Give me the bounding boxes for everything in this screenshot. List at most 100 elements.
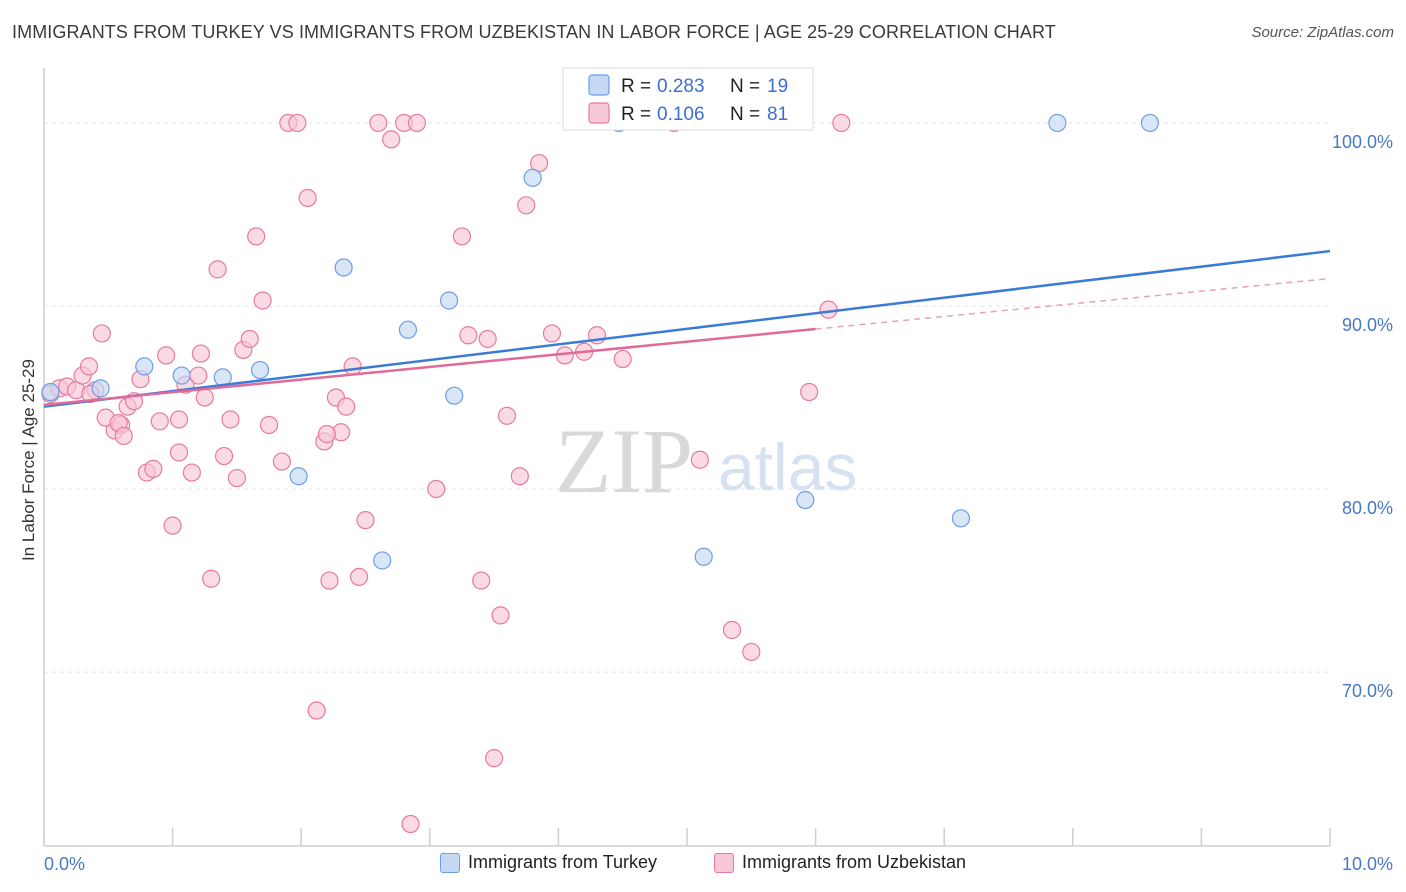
y-tick-label-2: 80.0%	[1342, 498, 1393, 518]
point-uzbekistan-18	[169, 410, 189, 429]
point-turkey-8	[373, 551, 392, 570]
point-uzbekistan-72	[819, 300, 838, 319]
point-uzbekistan-14	[144, 459, 163, 478]
point-uzbekistan-7	[92, 324, 111, 343]
point-uzbekistan-74	[191, 344, 210, 363]
x-tick-label-1: 10.0%	[1342, 854, 1393, 874]
point-turkey-18	[1140, 113, 1160, 133]
point-turkey-1	[91, 379, 110, 398]
point-uzbekistan-55	[478, 329, 497, 349]
point-uzbekistan-30	[247, 227, 266, 246]
legend-n-label-uzbekistan: N =	[730, 104, 760, 125]
point-turkey-0	[41, 382, 60, 402]
point-uzbekistan-29	[240, 329, 259, 349]
point-uzbekistan-69	[722, 620, 742, 640]
point-uzbekistan-52	[452, 227, 472, 246]
point-uzbekistan-60	[517, 196, 536, 215]
point-turkey-15	[796, 490, 815, 510]
point-uzbekistan-66	[613, 349, 632, 369]
x-tick-marks	[43, 828, 1331, 846]
point-uzbekistan-53	[459, 326, 478, 345]
point-uzbekistan-56	[485, 749, 504, 768]
point-turkey-2	[135, 357, 154, 376]
point-uzbekistan-17	[163, 516, 182, 535]
point-uzbekistan-46	[369, 113, 388, 133]
point-uzbekistan-5	[79, 357, 99, 376]
point-uzbekistan-78	[114, 426, 133, 446]
trend-lines	[43, 249, 1331, 408]
watermark: ZIP atlas	[555, 410, 857, 512]
legend-item-uzbekistan: Immigrants from Uzbekistan	[714, 852, 966, 873]
point-uzbekistan-33	[272, 452, 292, 471]
point-uzbekistan-70	[742, 642, 761, 662]
point-uzbekistan-23	[202, 569, 221, 588]
legend-n-value-uzbekistan: 81	[767, 104, 788, 125]
point-uzbekistan-43	[343, 357, 362, 376]
point-uzbekistan-42	[337, 397, 356, 416]
point-uzbekistan-16	[157, 346, 176, 365]
y-tick-label-1: 90.0%	[1342, 315, 1393, 335]
trend-line-uzbekistan-extension	[815, 277, 1331, 330]
watermark-atlas: atlas	[718, 430, 857, 504]
point-uzbekistan-37	[307, 701, 326, 720]
point-uzbekistan-51	[427, 479, 446, 499]
legend-n-value-turkey: 19	[767, 76, 788, 97]
point-uzbekistan-35	[288, 113, 307, 133]
gridlines	[44, 122, 1330, 673]
chart-title: IMMIGRANTS FROM TURKEY VS IMMIGRANTS FRO…	[12, 22, 1056, 42]
legend-r-label-turkey: R =	[621, 76, 651, 97]
point-turkey-7	[334, 258, 353, 277]
stats-legend: R = 0.283 N = 19 R = 0.106 N = 81	[562, 67, 814, 131]
point-uzbekistan-68	[690, 450, 709, 469]
legend-r-label-uzbekistan: R =	[621, 104, 651, 125]
point-uzbekistan-59	[510, 467, 529, 486]
point-uzbekistan-27	[227, 468, 246, 488]
axes	[43, 68, 1331, 847]
legend-label-uzbekistan: Immigrants from Uzbekistan	[742, 852, 967, 872]
series-uzbekistan	[41, 113, 851, 834]
y-tick-label-0: 100.0%	[1332, 132, 1393, 152]
point-uzbekistan-15	[150, 412, 169, 431]
point-uzbekistan-80	[317, 425, 337, 444]
point-uzbekistan-39	[320, 571, 339, 590]
point-turkey-17	[1048, 113, 1067, 133]
point-uzbekistan-26	[221, 410, 240, 429]
watermark-zip: ZIP	[555, 410, 693, 512]
point-uzbekistan-49	[401, 814, 420, 834]
point-uzbekistan-71	[800, 382, 819, 402]
point-uzbekistan-54	[472, 571, 491, 590]
legend-n-label-turkey: N =	[730, 76, 760, 97]
point-uzbekistan-50	[407, 113, 427, 133]
point-turkey-10	[439, 291, 459, 310]
point-uzbekistan-58	[497, 406, 517, 425]
trend-line-uzbekistan	[43, 327, 816, 407]
point-uzbekistan-62	[542, 324, 562, 343]
point-uzbekistan-20	[182, 463, 201, 482]
point-turkey-6	[289, 467, 308, 486]
point-turkey-9	[398, 320, 418, 339]
legend-swatch-bottom-uzbekistan	[714, 852, 734, 873]
point-turkey-3	[172, 366, 191, 385]
point-turkey-12	[523, 168, 542, 187]
legend-swatch-uzbekistan	[588, 102, 610, 124]
legend-item-turkey: Immigrants from Turkey	[440, 852, 657, 873]
point-uzbekistan-79	[169, 443, 189, 462]
y-axis-label: In Labor Force | Age 25-29	[19, 359, 38, 561]
legend-r-value-uzbekistan: 0.106	[657, 104, 705, 125]
point-uzbekistan-31	[253, 291, 272, 310]
point-uzbekistan-44	[349, 567, 369, 587]
point-uzbekistan-32	[259, 415, 279, 435]
point-uzbekistan-73	[832, 113, 851, 133]
legend-label-turkey: Immigrants from Turkey	[468, 852, 658, 872]
point-uzbekistan-25	[214, 446, 234, 466]
x-tick-labels: 0.0% 10.0%	[44, 854, 1393, 874]
point-uzbekistan-21	[189, 366, 208, 385]
point-turkey-5	[250, 360, 270, 380]
point-uzbekistan-22	[195, 388, 214, 407]
trend-line-turkey	[43, 249, 1331, 408]
point-uzbekistan-45	[356, 511, 375, 530]
legend-swatch-turkey	[588, 74, 610, 96]
point-turkey-11	[445, 386, 464, 405]
point-uzbekistan-57	[491, 606, 510, 625]
